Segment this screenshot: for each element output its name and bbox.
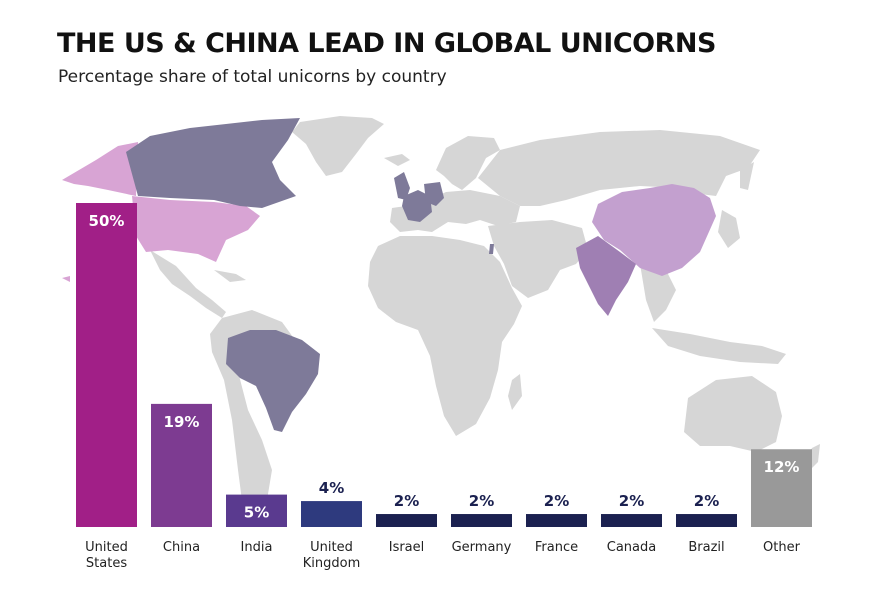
bar-3 — [301, 501, 362, 527]
bar-4 — [376, 514, 437, 527]
madagascar-shape — [508, 374, 522, 410]
bar-5 — [451, 514, 512, 527]
kamchatka-shape — [740, 162, 754, 190]
bar-value-label-9: 12% — [764, 458, 800, 476]
bar-value-label-6: 2% — [544, 492, 569, 510]
usa-shape — [132, 196, 260, 262]
bar-value-label-4: 2% — [394, 492, 419, 510]
chart-subtitle: Percentage share of total unicorns by co… — [58, 67, 447, 87]
bar-value-label-8: 2% — [694, 492, 719, 510]
israel-shape — [489, 244, 494, 254]
europe-shape — [390, 190, 520, 232]
southeast-asia-shape — [640, 264, 676, 322]
germany-shape — [424, 182, 444, 206]
bar-9 — [751, 449, 812, 527]
iceland-shape — [384, 154, 410, 166]
brazil-shape — [226, 330, 320, 432]
japan-shape — [718, 210, 740, 248]
hawaii-shape — [62, 276, 70, 282]
category-label-3: United Kingdom — [303, 540, 361, 571]
category-label-6: France — [535, 540, 578, 555]
category-label-8: Brazil — [688, 540, 724, 555]
bar-value-label-1: 19% — [164, 413, 200, 431]
bar-2 — [226, 494, 287, 527]
scandinavia-shape — [436, 136, 500, 190]
chart-title: THE US & CHINA LEAD IN GLOBAL UNICORNS — [57, 28, 716, 59]
category-label-1: China — [163, 540, 200, 555]
indonesia-shape — [652, 328, 786, 364]
bar-value-label-5: 2% — [469, 492, 494, 510]
bar-8 — [676, 514, 737, 527]
bar-value-label-2: 5% — [244, 504, 269, 522]
bar-value-label-3: 4% — [319, 479, 344, 497]
category-label-7: Canada — [607, 540, 656, 555]
india-shape — [576, 236, 636, 316]
uk-shape — [394, 172, 410, 200]
australia-shape — [684, 376, 782, 452]
central-america-shape — [150, 250, 226, 318]
greenland-shape — [292, 116, 384, 176]
category-label-9: Other — [763, 540, 801, 555]
bar-6 — [526, 514, 587, 527]
category-label-5: Germany — [452, 540, 512, 555]
category-label-0: United States — [85, 540, 128, 571]
bar-value-label-7: 2% — [619, 492, 644, 510]
middle-east-shape — [488, 220, 588, 298]
bar-7 — [601, 514, 662, 527]
canada-shape — [126, 118, 300, 208]
bar-0 — [76, 203, 137, 527]
bar-value-label-0: 50% — [89, 212, 125, 230]
category-label-4: Israel — [389, 540, 425, 555]
usa-alaska-shape — [62, 142, 138, 196]
france-shape — [402, 190, 432, 222]
china-shape — [592, 184, 716, 276]
category-label-2: India — [241, 540, 273, 555]
russia-asia-shape — [478, 130, 760, 206]
bar-1 — [151, 403, 212, 527]
africa-shape — [368, 236, 522, 436]
caribbean-shape — [214, 270, 246, 282]
